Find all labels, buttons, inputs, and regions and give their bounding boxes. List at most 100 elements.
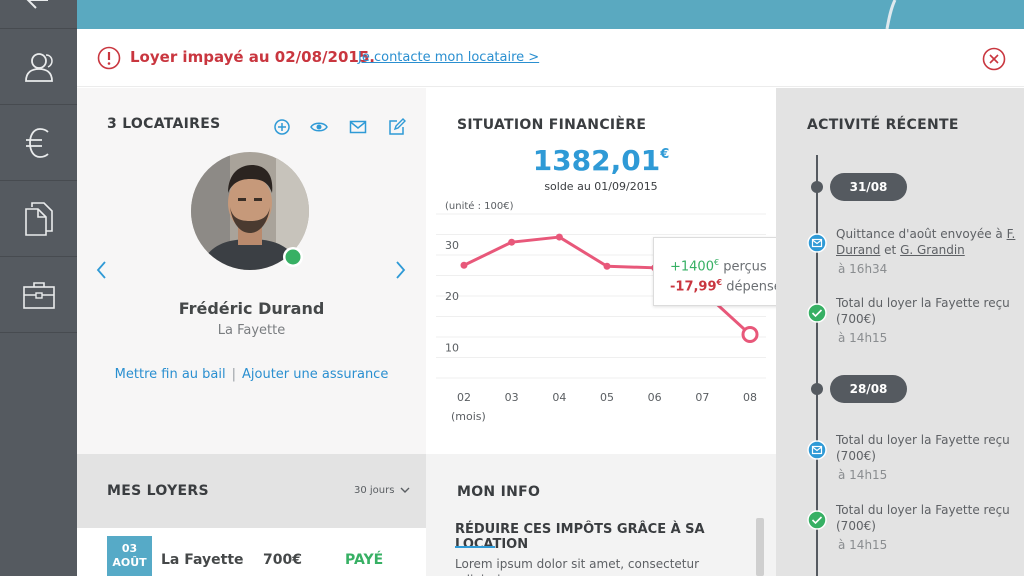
- rent-day: 03: [121, 542, 138, 555]
- mail-icon: [807, 233, 827, 253]
- alert-message: Loyer impayé au 02/08/2015.: [130, 48, 375, 66]
- rents-header: MES LOYERS 30 jours: [77, 454, 426, 528]
- info-title: MON INFO: [457, 484, 541, 500]
- tenant-link-durand[interactable]: F. Durand: [836, 227, 1016, 257]
- x-tick-label: 03: [505, 391, 519, 404]
- tenant-link-grandin[interactable]: G. Grandin: [900, 243, 965, 257]
- spent-currency: €: [716, 278, 723, 287]
- header-banner: [77, 0, 1024, 29]
- x-axis-label: (mois): [451, 410, 486, 423]
- rent-amount: 700€: [263, 552, 302, 568]
- rent-month: AOÛT: [112, 556, 147, 569]
- received-label: perçus: [723, 259, 767, 275]
- balance-value: 1382,01€: [426, 144, 776, 177]
- mail-icon[interactable]: [349, 118, 367, 136]
- balance-amount: 1382,01: [532, 144, 661, 177]
- tooltip-spent: -17,99€ dépensés: [670, 278, 789, 294]
- article-excerpt: Lorem ipsum dolor sit amet, consectetur …: [455, 557, 700, 576]
- activity-time: à 14h15: [838, 468, 888, 482]
- activity-entry: Total du loyer la Fayette reçu (700€): [836, 296, 1010, 326]
- timeline-line: [816, 155, 818, 576]
- tenant-name: Frédéric Durand: [178, 299, 325, 318]
- spent-label: dépensés: [726, 279, 789, 295]
- rents-list: 03 AOÛT La Fayette 700€ PAYÉ: [77, 528, 426, 576]
- activity-panel: ACTIVITÉ RÉCENTE 31/08 Quittance d'août …: [776, 88, 1024, 576]
- finance-title: SITUATION FINANCIÈRE: [457, 117, 647, 133]
- nav-item-assets[interactable]: [0, 256, 77, 332]
- x-tick-label: 05: [600, 391, 614, 404]
- x-tick-label: 07: [695, 391, 709, 404]
- balance-date: solde au 01/09/2015: [544, 180, 658, 193]
- documents-icon: [24, 201, 53, 236]
- activity-title: ACTIVITÉ RÉCENTE: [807, 117, 959, 133]
- rent-date-badge: 03 AOÛT: [107, 536, 152, 576]
- heading-underline: [455, 546, 495, 548]
- contact-tenant-link[interactable]: Je contacte mon locataire >: [358, 50, 540, 65]
- tenants-title: 3 LOCATAIRES: [107, 116, 221, 132]
- nav-item-finance[interactable]: [0, 104, 77, 180]
- link-separator: |: [231, 367, 236, 382]
- article-heading[interactable]: RÉDUIRE CES IMPÔTS GRÂCE À SA LOCATION: [455, 522, 705, 552]
- x-tick-label: 08: [743, 391, 757, 404]
- euro-icon: [25, 127, 49, 158]
- x-tick-label: 04: [552, 391, 566, 404]
- close-circle-icon[interactable]: [982, 47, 1006, 71]
- view-icon[interactable]: [310, 118, 328, 136]
- mail-icon: [807, 440, 827, 460]
- selected-data-point: [741, 325, 759, 343]
- x-tick-label: 02: [457, 391, 471, 404]
- y-tick-label: 20: [445, 290, 459, 303]
- warning-icon: [97, 46, 121, 70]
- data-point: [555, 233, 563, 241]
- activity-entry: Total du loyer la Fayette reçu (700€): [836, 503, 1010, 533]
- nav-item-documents[interactable]: [0, 180, 77, 256]
- activity-text: Quittance d'août envoyée à: [836, 227, 1007, 241]
- tenants-panel: 3 LOCATAIRES: [77, 88, 426, 454]
- chevron-right-icon[interactable]: [393, 260, 407, 280]
- scrollbar[interactable]: [756, 518, 764, 576]
- check-icon: [807, 303, 827, 323]
- y-tick-label: 30: [445, 239, 459, 252]
- activity-conjunction: et: [880, 243, 901, 257]
- tooltip-received: +1400€ perçus: [670, 258, 767, 274]
- edit-icon[interactable]: [388, 118, 406, 136]
- timeline-date: 31/08: [830, 173, 907, 201]
- add-insurance-link[interactable]: Ajouter une assurance: [242, 367, 389, 382]
- unpaid-rent-alert: Loyer impayé au 02/08/2015. Je contacte …: [77, 29, 1024, 87]
- chart-unit-label: (unité : 100€): [445, 201, 514, 212]
- add-icon[interactable]: [273, 118, 291, 136]
- activity-time: à 14h15: [838, 538, 888, 552]
- data-point: [460, 261, 468, 269]
- users-icon: [24, 52, 53, 82]
- avatar[interactable]: [190, 151, 312, 271]
- activity-entry: Quittance d'août envoyée à F. Durand et …: [836, 226, 1016, 258]
- back-arrow-icon[interactable]: [22, 0, 52, 10]
- rent-status-badge: PAYÉ: [345, 552, 384, 568]
- check-icon: [807, 510, 827, 530]
- nav-divider: [0, 332, 77, 333]
- nav-item-tenants[interactable]: [0, 28, 77, 104]
- activity-time: à 14h15: [838, 331, 888, 345]
- finance-panel: SITUATION FINANCIÈRE 1382,01€ solde au 0…: [426, 88, 803, 454]
- period-select[interactable]: 30 jours: [354, 485, 395, 496]
- timeline-dot: [811, 383, 823, 395]
- chevron-down-icon[interactable]: [400, 486, 410, 494]
- info-panel: MON INFO RÉDUIRE CES IMPÔTS GRÂCE À SA L…: [426, 454, 776, 576]
- balance-currency: €: [660, 147, 670, 162]
- chevron-left-icon[interactable]: [95, 260, 109, 280]
- timeline-date: 28/08: [830, 375, 907, 403]
- tenant-actions: Mettre fin au bail | Ajouter une assurance: [77, 367, 426, 382]
- data-point: [508, 238, 516, 246]
- x-tick-label: 06: [648, 391, 662, 404]
- rent-property: La Fayette: [161, 552, 244, 568]
- briefcase-icon: [22, 281, 55, 309]
- tenant-property: La Fayette: [217, 323, 286, 338]
- online-status-icon: [283, 247, 303, 267]
- y-tick-label: 10: [445, 341, 459, 354]
- end-lease-link[interactable]: Mettre fin au bail: [114, 367, 226, 382]
- received-currency: €: [713, 258, 720, 267]
- spent-amount: -17,99: [670, 279, 717, 295]
- received-amount: +1400: [670, 259, 714, 275]
- nav-rail: [0, 0, 77, 576]
- rents-title: MES LOYERS: [107, 483, 209, 499]
